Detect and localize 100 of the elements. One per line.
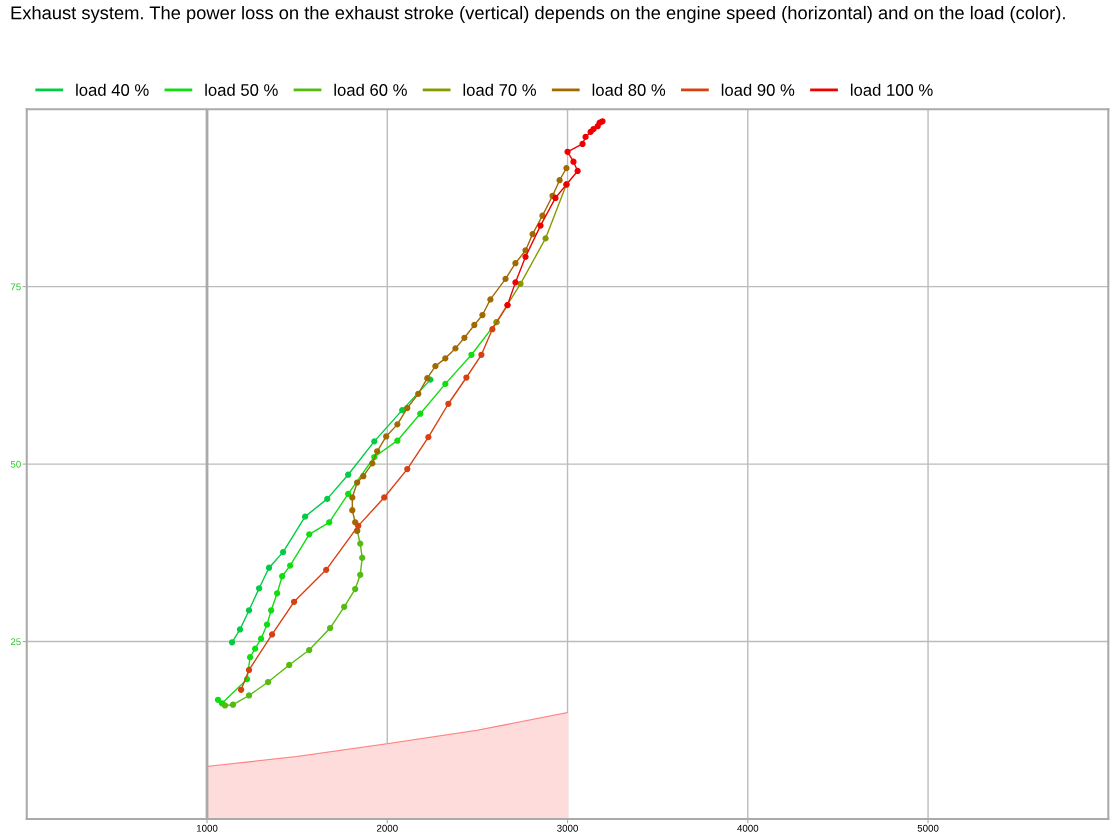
point (301, 513, 309, 520)
x-tick-label: 2000 (376, 824, 398, 832)
point (374, 448, 381, 455)
point (432, 363, 439, 370)
point (445, 400, 452, 407)
point (502, 275, 509, 282)
point (228, 639, 236, 646)
point (539, 212, 546, 219)
point (369, 460, 376, 467)
point (487, 296, 494, 303)
point (522, 247, 529, 254)
point (257, 635, 265, 642)
point (349, 507, 356, 514)
point (512, 260, 519, 267)
point (229, 701, 237, 708)
point (371, 438, 378, 445)
point (246, 654, 254, 661)
point (345, 490, 352, 498)
point (522, 253, 529, 260)
point (279, 548, 287, 556)
point (489, 326, 496, 333)
point (479, 311, 486, 319)
point (442, 380, 449, 388)
point (245, 692, 253, 699)
point (265, 564, 273, 571)
point (237, 686, 245, 693)
chart-title: Exhaust system. The power loss on the exhaust stroke (vertical) depends on the engine speed (horizontal) and on the load (color). (11, 5, 1065, 23)
point (236, 626, 244, 633)
point (341, 603, 348, 610)
y-tick-label: 50 (10, 460, 21, 468)
point (327, 624, 334, 632)
point (574, 167, 581, 175)
point (324, 495, 331, 503)
point (245, 607, 253, 614)
legend-label: load 90 % (721, 83, 795, 96)
point (268, 607, 275, 614)
x-tick-label: 4000 (737, 824, 759, 832)
point (383, 433, 390, 440)
point (352, 585, 359, 593)
point (290, 598, 298, 605)
point (442, 355, 449, 362)
point (306, 531, 313, 538)
point (417, 410, 424, 417)
point (582, 133, 589, 141)
point (461, 334, 468, 341)
x-tick-label: 1000 (196, 824, 218, 832)
point (542, 235, 549, 242)
point (214, 696, 222, 703)
point (255, 585, 263, 592)
point (399, 407, 406, 414)
point (357, 540, 364, 547)
point (252, 645, 259, 652)
point (415, 390, 422, 397)
point (349, 494, 356, 501)
point (286, 661, 293, 669)
legend-label: load 80 % (592, 83, 666, 96)
point (563, 164, 570, 172)
point (468, 351, 475, 358)
point (306, 646, 313, 654)
point (579, 140, 586, 148)
legend-label: load 100 % (850, 83, 933, 96)
legend-label: load 60 % (334, 83, 407, 96)
point (394, 437, 401, 444)
point (357, 571, 364, 578)
point (512, 279, 519, 286)
x-tick-label: 5000 (917, 824, 939, 832)
point (404, 465, 411, 473)
point (463, 374, 470, 381)
point (537, 222, 544, 229)
legend-label: load 50 % (205, 83, 278, 96)
point (354, 479, 361, 486)
point (404, 404, 411, 412)
legend-label: load 40 % (76, 83, 149, 96)
legend-label: load 70 % (463, 83, 536, 96)
point (279, 573, 286, 580)
point (517, 280, 524, 287)
point (268, 631, 276, 638)
point (570, 158, 577, 165)
point (425, 434, 432, 441)
point (471, 321, 478, 329)
point (245, 666, 253, 674)
point (564, 148, 571, 155)
point (274, 590, 281, 597)
point (529, 230, 536, 238)
point (359, 554, 366, 561)
point (323, 566, 330, 573)
point (394, 421, 401, 428)
point (381, 494, 388, 501)
point (556, 177, 563, 184)
y-tick-label: 75 (10, 283, 21, 291)
point (478, 351, 485, 358)
point (452, 345, 459, 352)
point (345, 471, 352, 478)
x-tick-label: 3000 (557, 824, 578, 832)
point (265, 678, 272, 686)
y-tick-label: 25 (10, 638, 21, 646)
point (360, 473, 367, 480)
point (263, 621, 271, 628)
point (326, 519, 333, 526)
point (286, 562, 294, 569)
